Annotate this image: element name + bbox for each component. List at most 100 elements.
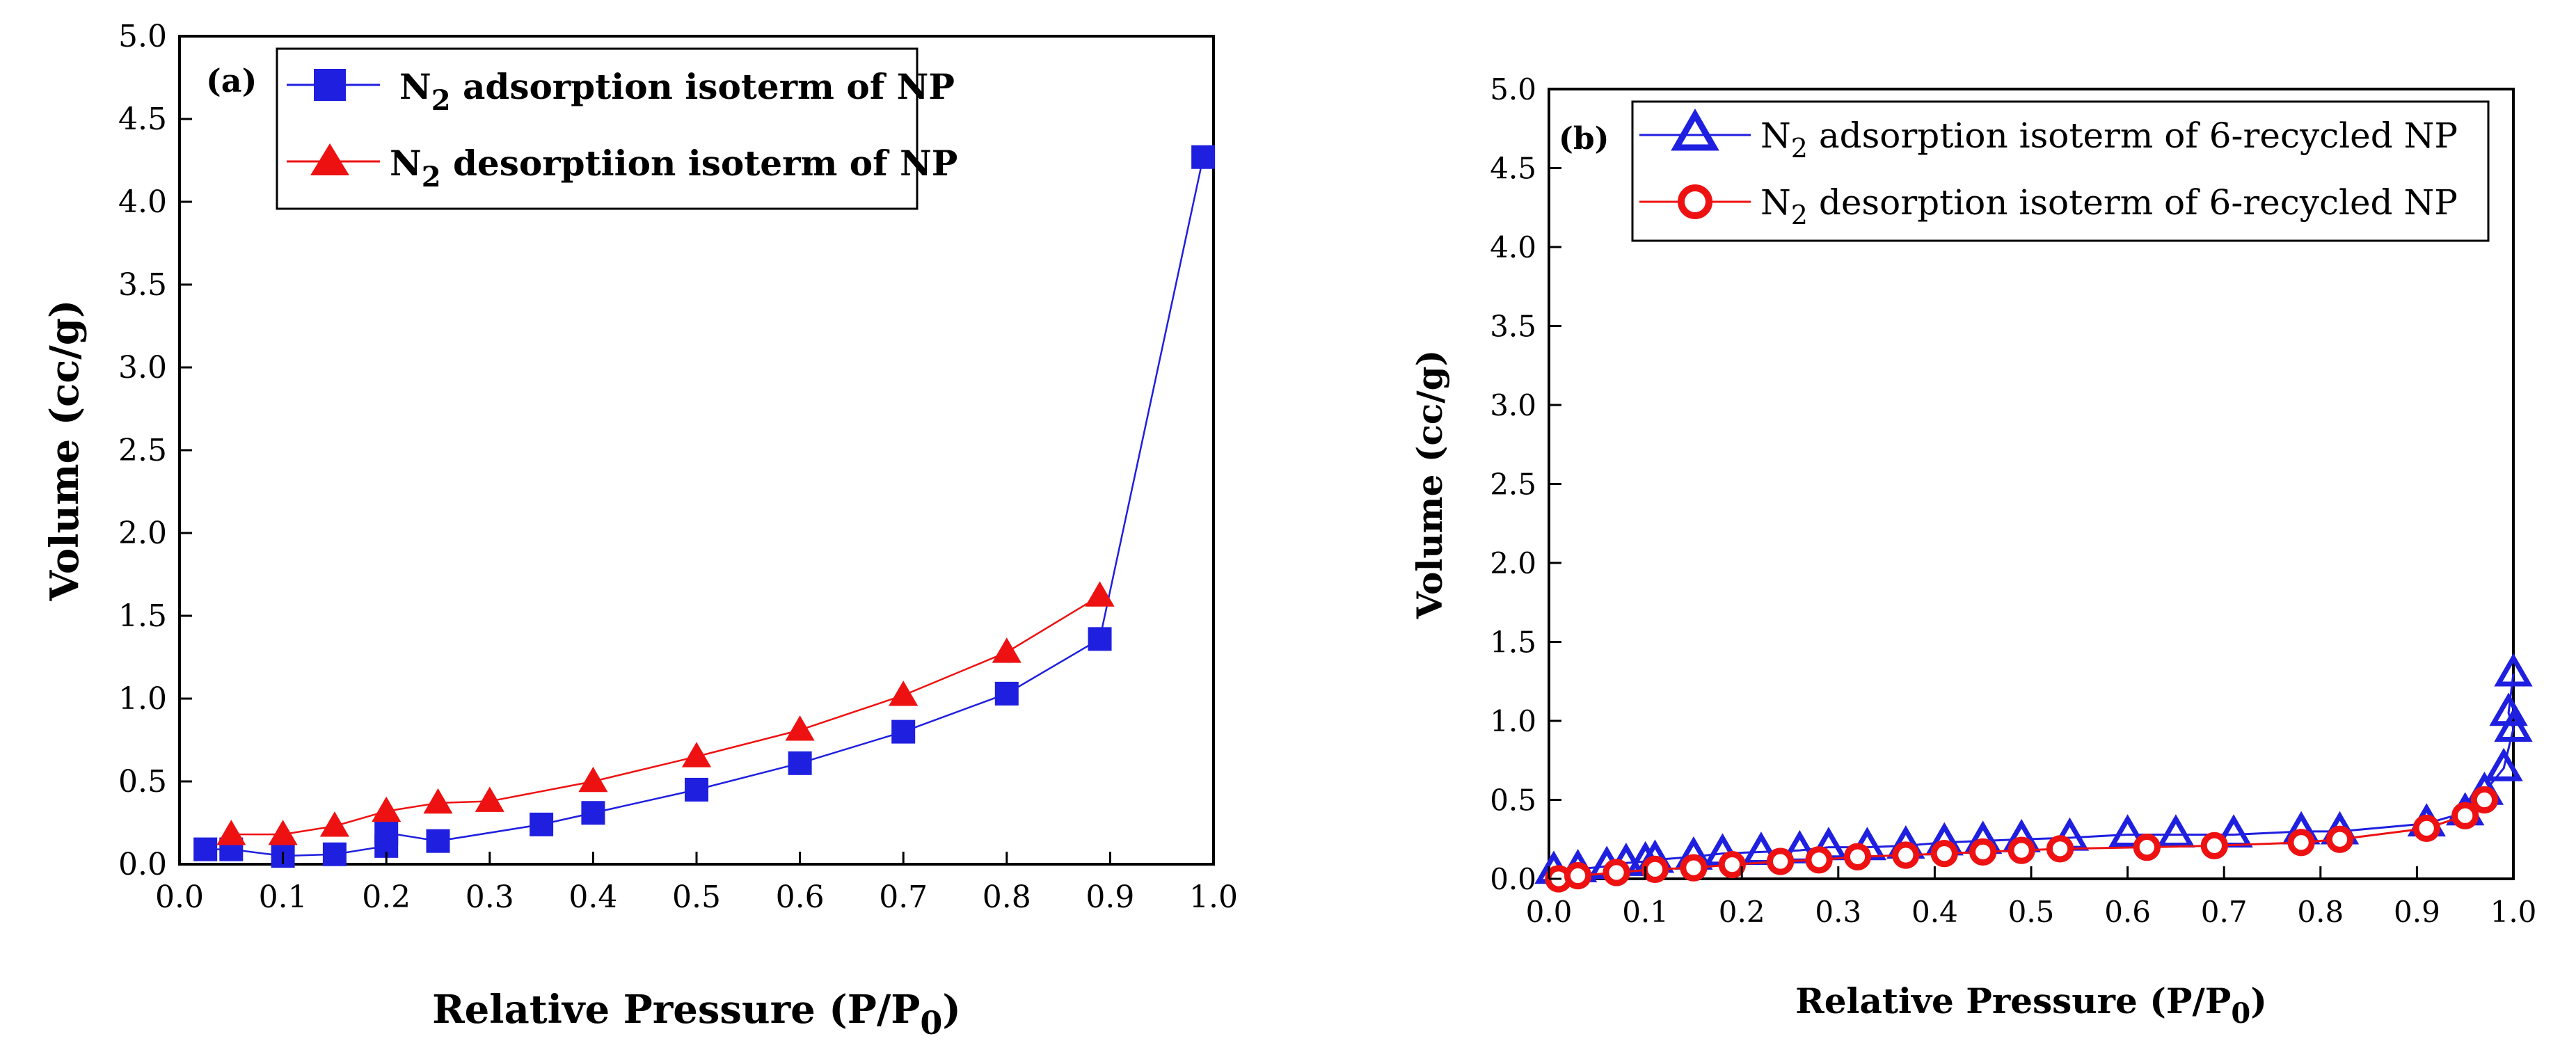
y-tick-label: 1.0 bbox=[1490, 704, 1536, 738]
x-tick-label: 0.3 bbox=[1815, 895, 1861, 929]
axis-ticks: 0.0 0.1 0.2 0.3 0.4 0.5 0.6 0.7 0.8 0.9 1.0 0.0 0.5 1… bbox=[118, 19, 1238, 915]
data-point bbox=[889, 681, 919, 706]
legend-label: N2 adsorption isoterm of 6-recycled NP bbox=[1760, 116, 2458, 164]
x-tick-label: 0.5 bbox=[2008, 895, 2055, 929]
data-point bbox=[1805, 846, 1833, 874]
y-tick-label: 4.5 bbox=[1490, 152, 1536, 186]
data-point bbox=[2494, 708, 2533, 742]
data-point bbox=[891, 719, 916, 744]
x-tick-label: 0.3 bbox=[466, 880, 514, 915]
data-point bbox=[2287, 829, 2315, 857]
data-point bbox=[1641, 855, 1669, 884]
x-tick-label: 1.0 bbox=[1189, 880, 1238, 915]
x-tick-label: 1.0 bbox=[2490, 895, 2537, 929]
x-tick-label: 0.7 bbox=[879, 880, 928, 915]
x-tick-label: 0.4 bbox=[1911, 895, 1958, 929]
x-tick-label: 0.6 bbox=[776, 880, 825, 915]
legend-box bbox=[276, 47, 919, 210]
data-point bbox=[372, 796, 401, 822]
legend-item-adsorption: N2 adsorption isoterm of 6-recycled NP bbox=[1639, 108, 2458, 164]
data-point bbox=[426, 829, 450, 853]
data-point bbox=[1603, 859, 1630, 886]
y-tick-label: 2.5 bbox=[118, 433, 167, 468]
data-point bbox=[994, 681, 1019, 706]
x-axis-title: Relative Pressure (P/P0) bbox=[1795, 980, 2267, 1030]
data-point bbox=[2484, 747, 2523, 781]
panel-label: (a) bbox=[206, 62, 257, 100]
data-point bbox=[319, 811, 349, 837]
legend-label: N2 desorptiion isoterm of NP bbox=[390, 143, 957, 193]
y-tick-label: 1.5 bbox=[1490, 626, 1536, 660]
panel-label: (b) bbox=[1559, 121, 1609, 157]
x-tick-label: 0.7 bbox=[2201, 895, 2248, 929]
data-point bbox=[1718, 850, 1746, 879]
data-point bbox=[268, 820, 298, 845]
y-tick-label: 4.0 bbox=[1490, 230, 1536, 264]
data-point bbox=[581, 801, 605, 825]
y-tick-label: 3.5 bbox=[1490, 310, 1536, 344]
data-point bbox=[2133, 833, 2161, 861]
data-point bbox=[530, 812, 554, 836]
data-point bbox=[1843, 843, 1872, 870]
x-tick-label: 0.9 bbox=[2394, 895, 2440, 929]
x-tick-label: 0.0 bbox=[1526, 895, 1573, 929]
y-tick-label: 3.0 bbox=[118, 350, 167, 385]
x-tick-label: 0.1 bbox=[259, 880, 308, 915]
y-tick-label: 2.0 bbox=[1490, 546, 1536, 580]
y-tick-label: 3.5 bbox=[118, 267, 167, 303]
data-point bbox=[1969, 838, 1997, 866]
x-tick-label: 0.9 bbox=[1086, 880, 1134, 915]
y-tick-label: 4.5 bbox=[118, 102, 167, 137]
data-point bbox=[475, 786, 504, 812]
data-point bbox=[1088, 627, 1112, 651]
data-point bbox=[578, 766, 608, 793]
y-tick-label: 3.0 bbox=[1490, 388, 1536, 422]
y-axis-title: Volume (cc/g) bbox=[1409, 350, 1450, 619]
x-tick-label: 0.4 bbox=[569, 880, 617, 915]
legend-item-adsorption: N2 adsorption isoterm of NP bbox=[287, 66, 955, 117]
data-point bbox=[2108, 814, 2147, 848]
data-point bbox=[2470, 786, 2499, 814]
data-point bbox=[2494, 653, 2533, 687]
data-point bbox=[2489, 692, 2528, 726]
data-point bbox=[992, 637, 1021, 663]
data-point bbox=[1085, 581, 1115, 607]
y-tick-label: 0.5 bbox=[118, 764, 167, 800]
y-tick-label: 0.0 bbox=[1490, 862, 1536, 896]
y-tick-label: 5.0 bbox=[1490, 72, 1536, 106]
legend-item-desorption: N2 desorptiion isoterm of NP bbox=[287, 143, 957, 193]
panel-b: 0.0 0.1 0.2 0.3 0.4 0.5 0.6 0.7 0.8 0.9 1.0 0.0 0.5 1… bbox=[1409, 72, 2536, 1030]
x-tick-label: 0.2 bbox=[362, 880, 411, 915]
data-point bbox=[1680, 854, 1708, 882]
y-axis-title: Volume (cc/g) bbox=[42, 300, 88, 602]
data-point bbox=[2007, 836, 2035, 864]
data-point bbox=[1892, 841, 1920, 869]
data-point bbox=[1767, 848, 1795, 875]
data-point bbox=[2200, 832, 2228, 859]
legend-label: N2 adsorption isoterm of NP bbox=[399, 66, 955, 117]
data-point bbox=[322, 842, 347, 866]
y-tick-label: 5.0 bbox=[118, 19, 167, 54]
x-tick-label: 0.2 bbox=[1719, 895, 1765, 929]
data-point bbox=[2156, 814, 2195, 848]
data-point bbox=[216, 820, 246, 845]
x-tick-label: 0.5 bbox=[672, 880, 721, 915]
legend-box bbox=[1631, 100, 2490, 242]
data-point bbox=[785, 715, 815, 741]
panel-a: 0.0 0.1 0.2 0.3 0.4 0.5 0.6 0.7 0.8 0.9 1.0 0.0 0.5 1… bbox=[42, 19, 1238, 1042]
data-point bbox=[681, 742, 712, 767]
x-tick-label: 0.6 bbox=[2104, 895, 2151, 929]
x-tick-label: 0.0 bbox=[155, 880, 204, 915]
data-point bbox=[685, 777, 708, 802]
data-point bbox=[1191, 145, 1216, 169]
plot-area bbox=[1534, 653, 2533, 893]
data-point bbox=[374, 820, 399, 845]
x-tick-label: 0.1 bbox=[1622, 895, 1669, 929]
data-point bbox=[2046, 835, 2074, 863]
data-point bbox=[2412, 814, 2440, 842]
x-axis-title: Relative Pressure (P/P0) bbox=[432, 987, 961, 1042]
data-point bbox=[423, 788, 453, 814]
data-point bbox=[1564, 861, 1592, 890]
y-tick-label: 1.0 bbox=[118, 681, 167, 717]
